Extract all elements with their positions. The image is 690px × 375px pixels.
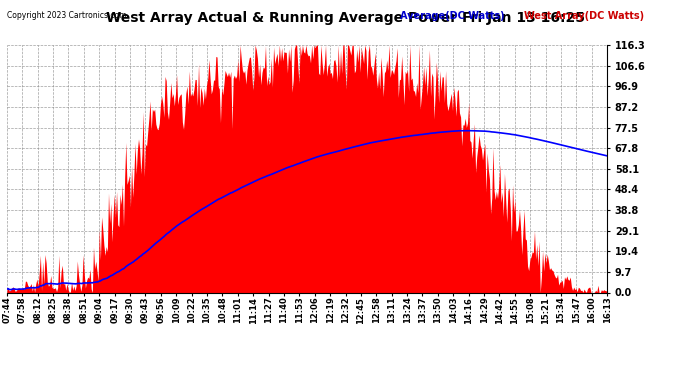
Text: Average(DC Watts): Average(DC Watts) [400, 11, 505, 21]
Text: Copyright 2023 Cartronics.com: Copyright 2023 Cartronics.com [7, 11, 126, 20]
Text: West Array(DC Watts): West Array(DC Watts) [524, 11, 644, 21]
Text: West Array Actual & Running Average Power Fri Jan 13 16:25: West Array Actual & Running Average Powe… [106, 11, 584, 25]
